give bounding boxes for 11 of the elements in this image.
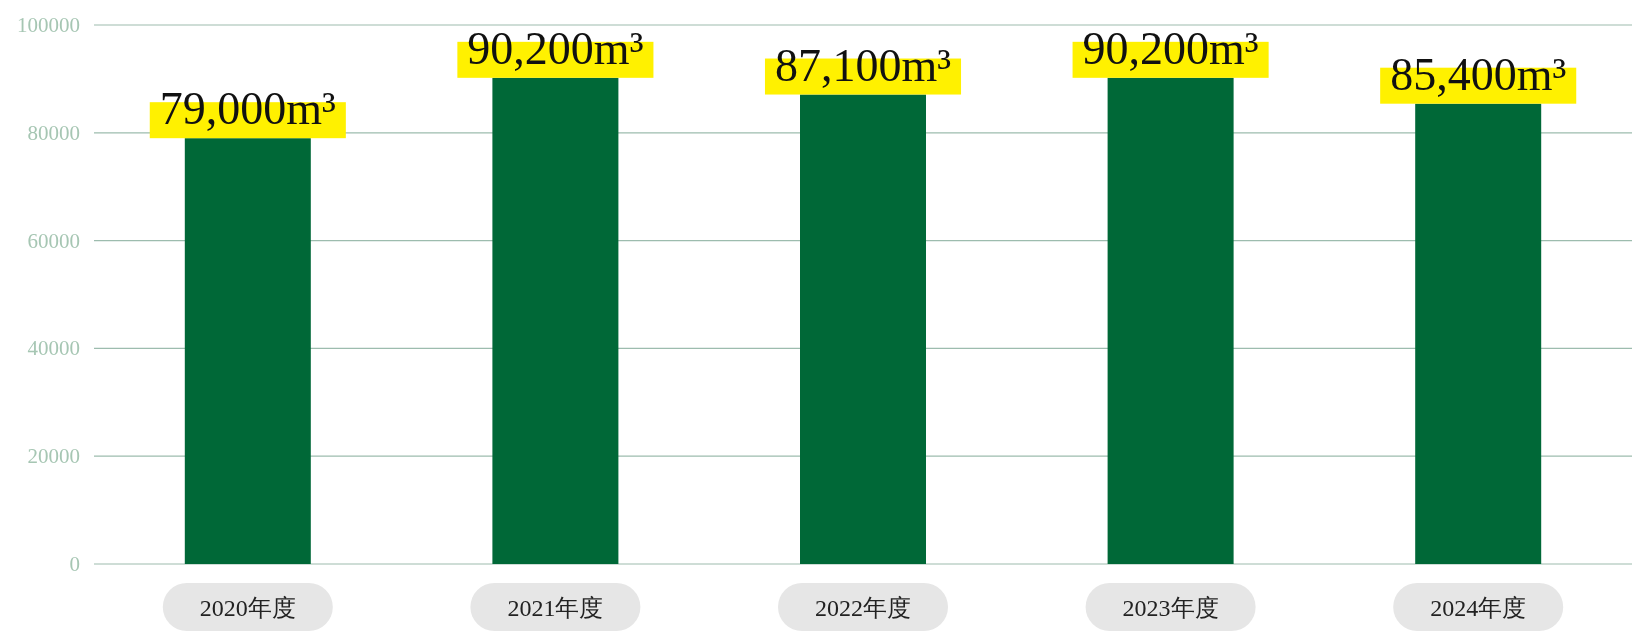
y-tick-label: 60000 [27, 228, 80, 253]
x-tick-label: 2021年度 [507, 595, 604, 621]
y-tick-label: 100000 [17, 13, 80, 37]
y-tick-label: 80000 [27, 120, 80, 145]
x-tick-label: 2020年度 [199, 595, 296, 621]
x-tick-label: 2023年度 [1122, 595, 1219, 621]
y-tick-label: 0 [69, 552, 80, 576]
x-tick-label: 2022年度 [815, 595, 911, 621]
y-tick-label: 20000 [27, 444, 80, 469]
x-tick-label: 2024年度 [1430, 595, 1527, 621]
y-tick-label: 40000 [27, 336, 80, 361]
